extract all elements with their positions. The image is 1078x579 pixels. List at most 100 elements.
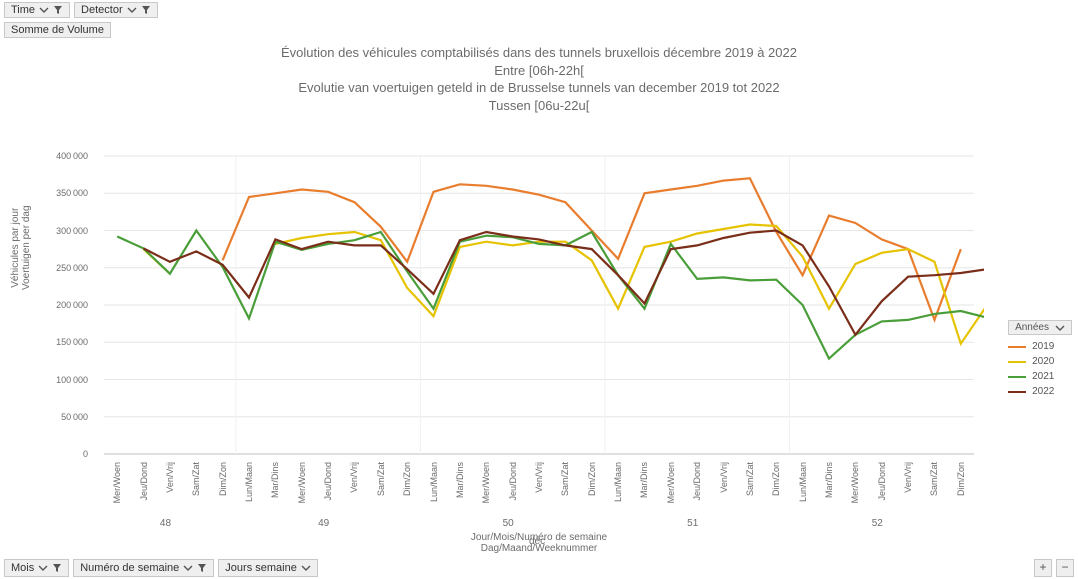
week-label: 52: [872, 518, 883, 529]
x-tick-label: Dim/Zon: [218, 462, 228, 496]
legend-swatch: [1008, 361, 1026, 363]
expand-button[interactable]: +: [1034, 559, 1052, 577]
legend-label: 2020: [1032, 356, 1054, 367]
y-tick-label: 250 000: [56, 263, 94, 273]
legend-label: 2022: [1032, 386, 1054, 397]
y-tick-label: 50 000: [61, 412, 94, 422]
filter-jours-semaine[interactable]: Jours semaine: [218, 559, 318, 577]
x-tick-label: Ven/Vrij: [903, 462, 913, 493]
filter-icon: [141, 5, 151, 15]
x-tick-label: Dim/Zon: [771, 462, 781, 496]
dropdown-icon: [39, 5, 49, 15]
x-tick-label: Jeu/Dond: [139, 462, 149, 501]
x-tick-label: Ven/Vrij: [165, 462, 175, 493]
values-toolbar: Somme de Volume: [0, 20, 1078, 40]
legend-title: Années: [1015, 322, 1049, 333]
x-tick-label: Ven/Vrij: [534, 462, 544, 493]
x-tick-label: Sam/Zat: [376, 462, 386, 496]
week-label: 48: [160, 518, 171, 529]
filter-icon: [53, 5, 63, 15]
x-axis-label: Jour/Mois/Numéro de semaine Dag/Maand/We…: [4, 532, 1074, 554]
chart-titles: Évolution des véhicules comptabilisés da…: [4, 40, 1074, 114]
legend-label: 2021: [1032, 371, 1054, 382]
filter-mois-label: Mois: [11, 562, 34, 574]
dropdown-icon: [127, 5, 137, 15]
x-tick-label: Lun/Maan: [429, 462, 439, 502]
x-tick-label: Sam/Zat: [560, 462, 570, 496]
x-tick-label: Dim/Zon: [402, 462, 412, 496]
legend-item[interactable]: 2022: [1008, 384, 1072, 399]
x-tick-label: Jeu/Dond: [692, 462, 702, 501]
dropdown-icon: [1055, 323, 1065, 333]
x-tick-label: Mer/Woen: [481, 462, 491, 503]
x-tick-label: Ven/Vrij: [719, 462, 729, 493]
plot-svg: [94, 150, 984, 460]
filter-icon: [197, 563, 207, 573]
legend-swatch: [1008, 376, 1026, 378]
legend-swatch: [1008, 391, 1026, 393]
legend-item[interactable]: 2019: [1008, 339, 1072, 354]
week-label: 50: [503, 518, 514, 529]
series-2022: [144, 231, 985, 335]
collapse-button[interactable]: −: [1056, 559, 1074, 577]
x-tick-label: Mer/Woen: [666, 462, 676, 503]
filter-mois[interactable]: Mois: [4, 559, 69, 577]
x-tick-label: Jeu/Dond: [877, 462, 887, 501]
y-tick-label: 100 000: [56, 375, 94, 385]
week-label: 49: [318, 518, 329, 529]
values-button[interactable]: Somme de Volume: [4, 22, 111, 38]
filter-detector[interactable]: Detector: [74, 2, 158, 18]
y-axis-label: Véhicules par jour Voertuigen per dag: [10, 205, 32, 290]
x-tick-label: Mar/Dins: [639, 462, 649, 498]
legend: Années 2019 2020 2021 2022: [1008, 320, 1072, 399]
y-tick-label: 0: [83, 449, 94, 459]
filter-numero-semaine[interactable]: Numéro de semaine: [73, 559, 214, 577]
title-line2: Entre [06h-22h[: [4, 62, 1074, 80]
filter-time-label: Time: [11, 4, 35, 16]
x-tick-label: Dim/Zon: [587, 462, 597, 496]
filter-detector-label: Detector: [81, 4, 123, 16]
legend-swatch: [1008, 346, 1026, 348]
bottom-toolbar: Mois Numéro de semaine Jours semaine + −: [0, 557, 1078, 579]
filter-jours-label: Jours semaine: [225, 562, 297, 574]
legend-label: 2019: [1032, 341, 1054, 352]
week-label: 51: [687, 518, 698, 529]
x-tick-label: Mer/Woen: [850, 462, 860, 503]
title-line3: Evolutie van voertuigen geteld in de Bru…: [4, 79, 1074, 97]
y-tick-label: 150 000: [56, 337, 94, 347]
legend-title-button[interactable]: Années: [1008, 320, 1072, 335]
x-tick-label: Lun/Maan: [244, 462, 254, 502]
top-toolbar: Time Detector: [0, 0, 1078, 20]
series-2020: [144, 225, 985, 344]
filter-time[interactable]: Time: [4, 2, 70, 18]
x-tick-label: Lun/Maan: [613, 462, 623, 502]
y-tick-label: 400 000: [56, 151, 94, 161]
legend-item[interactable]: 2020: [1008, 354, 1072, 369]
filter-numero-label: Numéro de semaine: [80, 562, 179, 574]
x-tick-label: Lun/Maan: [798, 462, 808, 502]
x-tick-label: Mar/Dins: [824, 462, 834, 498]
y-tick-label: 350 000: [56, 188, 94, 198]
x-tick-label: Mer/Woen: [297, 462, 307, 503]
dropdown-icon: [183, 563, 193, 573]
title-line1: Évolution des véhicules comptabilisés da…: [4, 44, 1074, 62]
x-tick-label: Mar/Dins: [455, 462, 465, 498]
chart-area: Évolution des véhicules comptabilisés da…: [4, 40, 1074, 560]
x-tick-label: Mar/Dins: [270, 462, 280, 498]
x-tick-label: Sam/Zat: [745, 462, 755, 496]
x-tick-label: Mer/Woen: [112, 462, 122, 503]
dropdown-icon: [301, 563, 311, 573]
x-tick-label: Sam/Zat: [929, 462, 939, 496]
filter-icon: [52, 563, 62, 573]
values-button-label: Somme de Volume: [11, 24, 104, 36]
x-tick-label: Ven/Vrij: [349, 462, 359, 493]
title-line4: Tussen [06u-22u[: [4, 97, 1074, 115]
x-tick-label: Sam/Zat: [191, 462, 201, 496]
x-tick-label: Dim/Zon: [956, 462, 966, 496]
x-tick-label: Jeu/Dond: [323, 462, 333, 501]
x-tick-label: Jeu/Dond: [508, 462, 518, 501]
dropdown-icon: [38, 563, 48, 573]
legend-item[interactable]: 2021: [1008, 369, 1072, 384]
plot: 050 000100 000150 000200 000250 000300 0…: [94, 150, 984, 460]
y-tick-label: 300 000: [56, 226, 94, 236]
